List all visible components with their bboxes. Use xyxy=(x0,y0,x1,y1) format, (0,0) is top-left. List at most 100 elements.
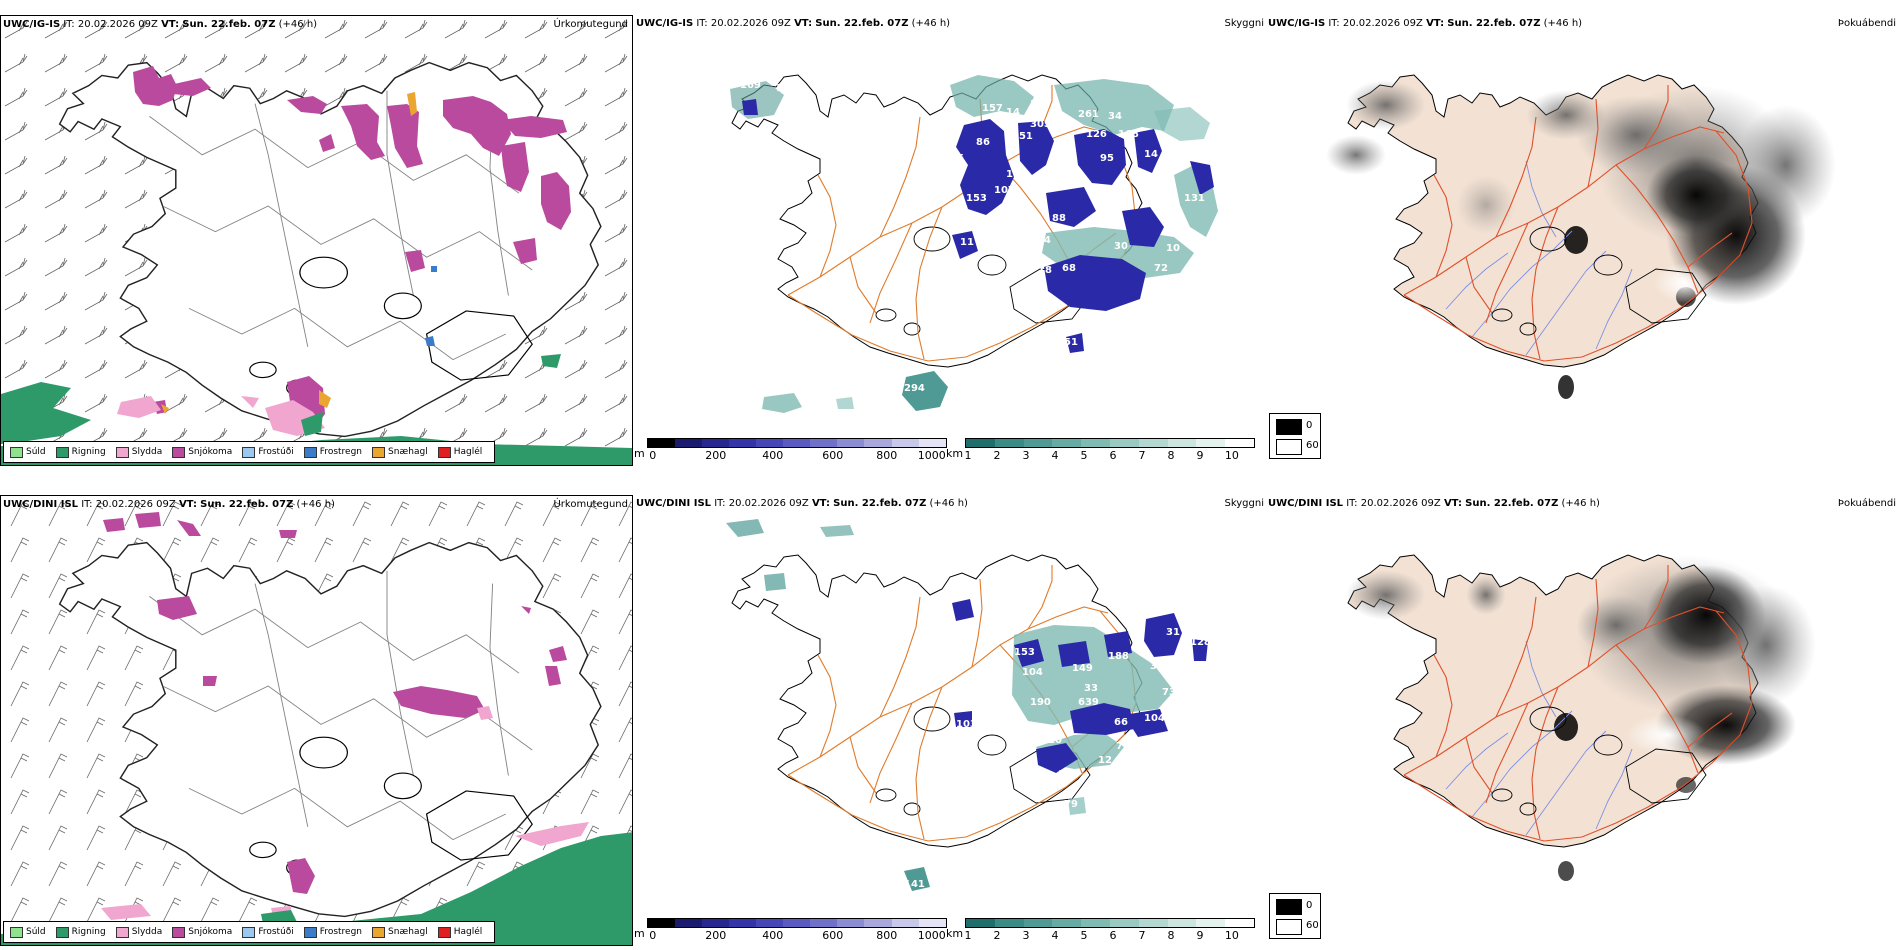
colorbar-tick: 3 xyxy=(1022,449,1030,462)
colorbar-cell xyxy=(1225,439,1255,447)
colorbar-unit: m xyxy=(634,447,645,460)
colorbar-cell xyxy=(966,439,995,447)
panel-type-title: Þokuábendi xyxy=(1837,498,1896,509)
panel-title: UWC/IG-IS IT: 20.02.2026 09Z VT: Sun. 22… xyxy=(3,19,317,30)
colorbar-swatches xyxy=(646,438,947,448)
visibility-value: 88 xyxy=(1052,213,1066,224)
colorbar-tick: 5 xyxy=(1080,929,1088,942)
colorbar-tick: 200 xyxy=(705,449,727,462)
low-cloud-base-areas xyxy=(952,599,1208,773)
colorbar-body: 0 200 400 600 800 1000 xyxy=(646,918,947,942)
it-time: 20.02.2026 09Z xyxy=(95,499,176,510)
colorbar-cell xyxy=(994,439,1024,447)
visibility-value: 126 xyxy=(1086,129,1107,140)
fog-legend-label: 60 xyxy=(1306,920,1319,931)
model-name: UWC/DINI ISL xyxy=(636,498,712,509)
colorbar-cell xyxy=(864,439,892,447)
colorbar-cell xyxy=(756,439,784,447)
panel-title: UWC/DINI ISL IT: 20.02.2026 09Z VT: Sun.… xyxy=(636,498,968,509)
panel-type-title: Þokuábendi xyxy=(1837,18,1896,29)
it-label: IT: xyxy=(1328,18,1340,29)
visibility-value: 30 xyxy=(1114,241,1128,252)
visibility-value: 639 xyxy=(1078,697,1099,708)
colorbar-swatches xyxy=(646,918,947,928)
colorbar-tick: 600 xyxy=(822,449,844,462)
colorbar-tick: 600 xyxy=(822,929,844,942)
legend-label: Rigning xyxy=(71,447,106,457)
colorbar-tick: 200 xyxy=(705,929,727,942)
colorbar-tick: 4 xyxy=(1051,929,1059,942)
colorbar-cell xyxy=(674,919,702,927)
precip-type-panel-row1: UWC/IG-IS IT: 20.02.2026 09Z VT: Sun. 22… xyxy=(0,15,633,466)
legend-label: Haglél xyxy=(453,927,483,937)
colorbar-cell xyxy=(1110,919,1139,927)
visibility-value: 157 xyxy=(982,103,1003,114)
visibility-panel-row2: 103 153 149 188 128 36 104 33 190 639 73… xyxy=(634,495,1264,946)
it-label: IT: xyxy=(63,19,75,30)
legend-item: Frostúði xyxy=(242,446,294,458)
colorbar-unit: m xyxy=(634,927,645,940)
colorbar-tick: 4 xyxy=(1051,449,1059,462)
colorbar-tick: 6 xyxy=(1109,929,1117,942)
visibility-value: 68 xyxy=(1062,263,1076,274)
colorbar-unit: km xyxy=(946,927,964,940)
legend-swatch xyxy=(55,926,69,938)
colorbar-tick: 0 xyxy=(649,929,657,942)
visibility-value: 103 xyxy=(956,719,977,730)
colorbar-body: 1 2 3 4 5 6 7 8 9 10 xyxy=(964,918,1256,942)
visibility-value: 168 xyxy=(1118,129,1139,140)
legend-swatch xyxy=(242,446,256,458)
visibility-value: 12 xyxy=(1098,755,1112,766)
visibility-value: 261 xyxy=(1078,109,1099,120)
fog-legend-swatch xyxy=(1276,919,1302,935)
visibility-value: 79 xyxy=(1064,799,1078,810)
colorbar-swatches xyxy=(965,438,1256,448)
colorbar-cell xyxy=(918,439,946,447)
colorbar-tick: 9 xyxy=(1196,449,1204,462)
visibility-value: 51 xyxy=(1064,337,1078,348)
vt-time: Sun. 22.feb. 07Z xyxy=(833,498,927,509)
vt-time: Sun. 22.feb. 07Z xyxy=(200,499,294,510)
visibility-value: 128 xyxy=(1190,637,1211,648)
vt-label: VT: xyxy=(811,498,830,509)
colorbar-cell xyxy=(891,439,919,447)
lead-time: (+46 h) xyxy=(296,499,335,510)
visibility-value: 18 xyxy=(1038,265,1052,276)
model-name: UWC/DINI ISL xyxy=(3,499,79,510)
visibility-value: 85 xyxy=(950,153,964,164)
legend-swatch xyxy=(172,446,186,458)
fog-legend: 0 60 xyxy=(1269,893,1321,939)
colorbar-tick: 10 xyxy=(1224,449,1239,462)
legend-swatch xyxy=(242,926,256,938)
visibility-value: 17 xyxy=(776,83,790,94)
legend-label: Haglél xyxy=(453,447,483,457)
legend-item: Slydda xyxy=(115,446,162,458)
legend-swatch xyxy=(115,926,129,938)
colorbar-cell xyxy=(1167,919,1197,927)
legend-label: Snjókoma xyxy=(188,927,233,937)
cloud-base-colorbar: m 0 200 400 600 800 1000 xyxy=(634,438,947,462)
colorbar-tick: 800 xyxy=(876,929,898,942)
vt-label: VT: xyxy=(178,499,197,510)
colorbar-swatches xyxy=(965,918,1256,928)
it-time: 20.02.2026 09Z xyxy=(710,18,791,29)
fog-map xyxy=(1326,74,1836,399)
colorbar-cell xyxy=(966,919,995,927)
fog-legend-label: 0 xyxy=(1306,900,1313,911)
colorbar-tick: 2 xyxy=(993,449,1001,462)
legend-label: Snjókoma xyxy=(188,447,233,457)
colorbar-tick: 7 xyxy=(1138,449,1146,462)
model-name: UWC/IG-IS xyxy=(636,18,694,29)
visibility-value: 66 xyxy=(1114,717,1128,728)
panel-title: UWC/DINI ISL IT: 20.02.2026 09Z VT: Sun.… xyxy=(1268,498,1600,509)
colorbar-tick: 3 xyxy=(1022,929,1030,942)
visibility-colorbar: km 1 2 3 4 5 6 7 8 9 10 xyxy=(946,918,1256,942)
low-cloud-base-areas xyxy=(742,99,1214,353)
legend-item: Súld xyxy=(10,446,46,458)
model-name: UWC/DINI ISL xyxy=(1268,498,1344,509)
panel-type-title: Skyggni xyxy=(1224,18,1264,29)
visibility-value: 124 xyxy=(1030,235,1051,246)
visibility-map: 169 17 157 14 337 305 261 34 126 168 85 … xyxy=(730,74,1218,413)
colorbar-cell xyxy=(701,919,729,927)
fog-legend-swatch xyxy=(1276,899,1302,915)
